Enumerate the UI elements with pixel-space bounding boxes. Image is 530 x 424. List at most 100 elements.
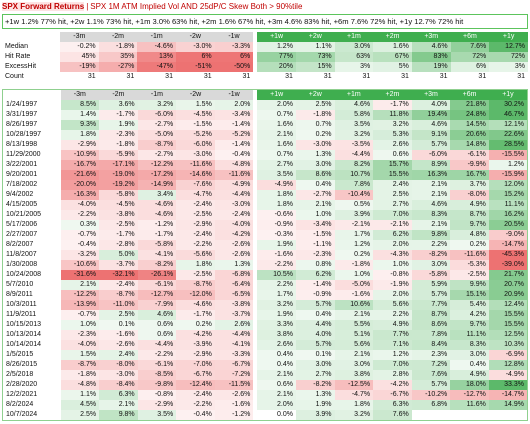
data-row: 2/27/2007 -0.7% -1.7% -1.7% -2.4% -4.2% -0.3% -… bbox=[3, 230, 528, 240]
summary-cell: 31 bbox=[242, 73, 251, 80]
return-cell: 2.5% bbox=[373, 190, 412, 200]
column-header: +1y bbox=[489, 32, 528, 42]
return-cell: -12.5% bbox=[334, 380, 374, 390]
summary-cell: 12.7% bbox=[489, 42, 528, 52]
return-cell: -6.4% bbox=[214, 280, 254, 290]
data-row: 10/24/2008 -31.6% -32.1% -26.1% -2.5% -6.8% 10… bbox=[3, 270, 528, 280]
return-cell: 1.9% bbox=[99, 120, 138, 130]
return-cell: -0.7% bbox=[60, 230, 100, 240]
return-cell: 11.8% bbox=[373, 110, 412, 120]
return-cell: -3.5% bbox=[334, 140, 374, 150]
data-row: 8/9/2011 -12.2% -8.7% -12.7% -12.0% -6.5% 1.7%… bbox=[3, 290, 528, 300]
summary-cell: 6% bbox=[214, 52, 254, 62]
return-cell: 15.2% bbox=[488, 190, 528, 200]
column-header: +1m bbox=[334, 89, 374, 100]
return-cell: 4.0% bbox=[411, 100, 451, 110]
data-row: 11/9/2011 -0.7% 2.5% 4.6% -1.7% -3.7% 1.9% 0.4%… bbox=[3, 310, 528, 320]
return-cell: 9.8% bbox=[99, 410, 138, 421]
return-cell: 16.3% bbox=[411, 170, 451, 180]
return-cell: 16.2% bbox=[488, 210, 528, 220]
return-cell: -0.4% bbox=[60, 240, 100, 250]
return-cell: -0.9% bbox=[295, 290, 335, 300]
date: 2/28/2020 bbox=[6, 381, 38, 388]
return-cell: 0.1% bbox=[99, 320, 138, 330]
return-cell: 14.5% bbox=[450, 120, 489, 130]
return-cell: -4.4% bbox=[214, 330, 254, 340]
return-cell: -1.2% bbox=[214, 410, 254, 421]
return-cell: 0.6% bbox=[257, 380, 296, 390]
return-cell: 22.6% bbox=[488, 130, 528, 140]
return-cell: 8.6% bbox=[411, 320, 451, 330]
return-cell: 2.0% bbox=[373, 290, 412, 300]
column-header: +2m bbox=[373, 32, 412, 42]
return-cell: 1.5% bbox=[176, 100, 215, 110]
return-cell: -2.5% bbox=[176, 210, 215, 220]
return-cell: 5.7% bbox=[295, 340, 335, 350]
return-cell: 15.5% bbox=[488, 320, 528, 330]
data-row: 7/18/2002 -20.0% -19.2% -14.9% -7.6% -4.9% -4.… bbox=[3, 180, 528, 190]
return-cell: -8.7% bbox=[176, 280, 215, 290]
return-cell: -12.4% bbox=[176, 380, 215, 390]
return-cell: -39.0% bbox=[488, 260, 528, 270]
return-cell: -45.3% bbox=[488, 250, 528, 260]
return-cell: -13.9% bbox=[60, 300, 100, 310]
return-cell: 1.5% bbox=[60, 350, 100, 360]
return-cell: -4.5% bbox=[99, 200, 138, 210]
return-cell: 2.6% bbox=[373, 140, 412, 150]
return-cell: 2.0% bbox=[373, 240, 412, 250]
return-cell: 1.9% bbox=[257, 240, 296, 250]
return-cell: 8.3% bbox=[450, 340, 489, 350]
return-cell: 2.0% bbox=[214, 100, 254, 110]
return-cell: 1.3% bbox=[295, 150, 335, 160]
return-cell: -4.9% bbox=[257, 180, 296, 190]
return-cell: -8.2% bbox=[295, 380, 335, 390]
summary-cell: -3.0% bbox=[175, 42, 215, 52]
date: 11/29/2000 bbox=[6, 151, 41, 158]
column-header: +1y bbox=[488, 89, 528, 100]
return-cell: -8.7% bbox=[99, 290, 138, 300]
column-header: +1w bbox=[257, 89, 296, 100]
summary-cell: 77% bbox=[257, 52, 296, 62]
return-cell: 4.9% bbox=[373, 320, 412, 330]
return-cell: 12.5% bbox=[488, 330, 528, 340]
return-cell: -3.8% bbox=[99, 210, 138, 220]
return-cell: 21.7% bbox=[488, 270, 528, 280]
return-cell: 2.4% bbox=[373, 180, 412, 190]
date: 10/24/2008 bbox=[6, 271, 42, 278]
return-cell: 3.5% bbox=[257, 170, 296, 180]
return-cell: 15.5% bbox=[488, 310, 528, 320]
column-header: +6m bbox=[450, 89, 489, 100]
return-cell: 0.6% bbox=[137, 320, 177, 330]
return-cell: 1.8% bbox=[334, 400, 374, 410]
return-cell: -14.6% bbox=[176, 170, 215, 180]
return-cell: 5.4% bbox=[450, 300, 489, 310]
return-cell: 1.7% bbox=[257, 290, 296, 300]
return-cell: -5.2% bbox=[214, 130, 254, 140]
return-cell: -1.4% bbox=[214, 140, 254, 150]
data-row: 10/7/2024 2.5% 9.8% 3.5% -0.4% -1.2% 0.0% 3.9% 3… bbox=[3, 410, 528, 421]
data-row: 8/26/2015 -8.7% -8.0% -6.1% -7.0% -6.7% 0.4% 3.… bbox=[3, 360, 528, 370]
return-cell: -2.5% bbox=[176, 270, 215, 280]
return-cell: 3.0% bbox=[295, 160, 335, 170]
return-cell: 3.9% bbox=[295, 410, 335, 421]
return-cell: 14.9% bbox=[488, 400, 528, 410]
data-row: 10/28/1997 1.8% -2.3% -5.0% -5.2% -5.2% 2.1% 0.… bbox=[3, 130, 528, 140]
return-cell: 20.5% bbox=[488, 220, 528, 230]
return-cell: 8.2% bbox=[334, 160, 374, 170]
return-cell: 10.3% bbox=[488, 340, 528, 350]
return-cell: -2.5% bbox=[450, 270, 489, 280]
data-row: 12/2/2021 1.1% 6.3% -0.8% -2.4% -2.6% 2.1% 1.3%… bbox=[3, 390, 528, 400]
return-cell: -4.6% bbox=[176, 300, 215, 310]
date: 5/7/2010 bbox=[6, 281, 34, 288]
summary-cell: -0.2% bbox=[60, 42, 99, 52]
column-header: +1m bbox=[334, 32, 374, 42]
return-cell: 2.1% bbox=[60, 280, 100, 290]
return-cell: 2.1% bbox=[334, 350, 374, 360]
return-cell: -4.0% bbox=[60, 200, 100, 210]
return-cell: -6.7% bbox=[373, 390, 412, 400]
return-cell: -1.6% bbox=[257, 250, 296, 260]
return-cell: -2.2% bbox=[257, 260, 296, 270]
return-cell: -3.2% bbox=[60, 250, 100, 260]
return-cell: 3.0% bbox=[450, 350, 489, 360]
return-cell: -8.0% bbox=[450, 190, 489, 200]
